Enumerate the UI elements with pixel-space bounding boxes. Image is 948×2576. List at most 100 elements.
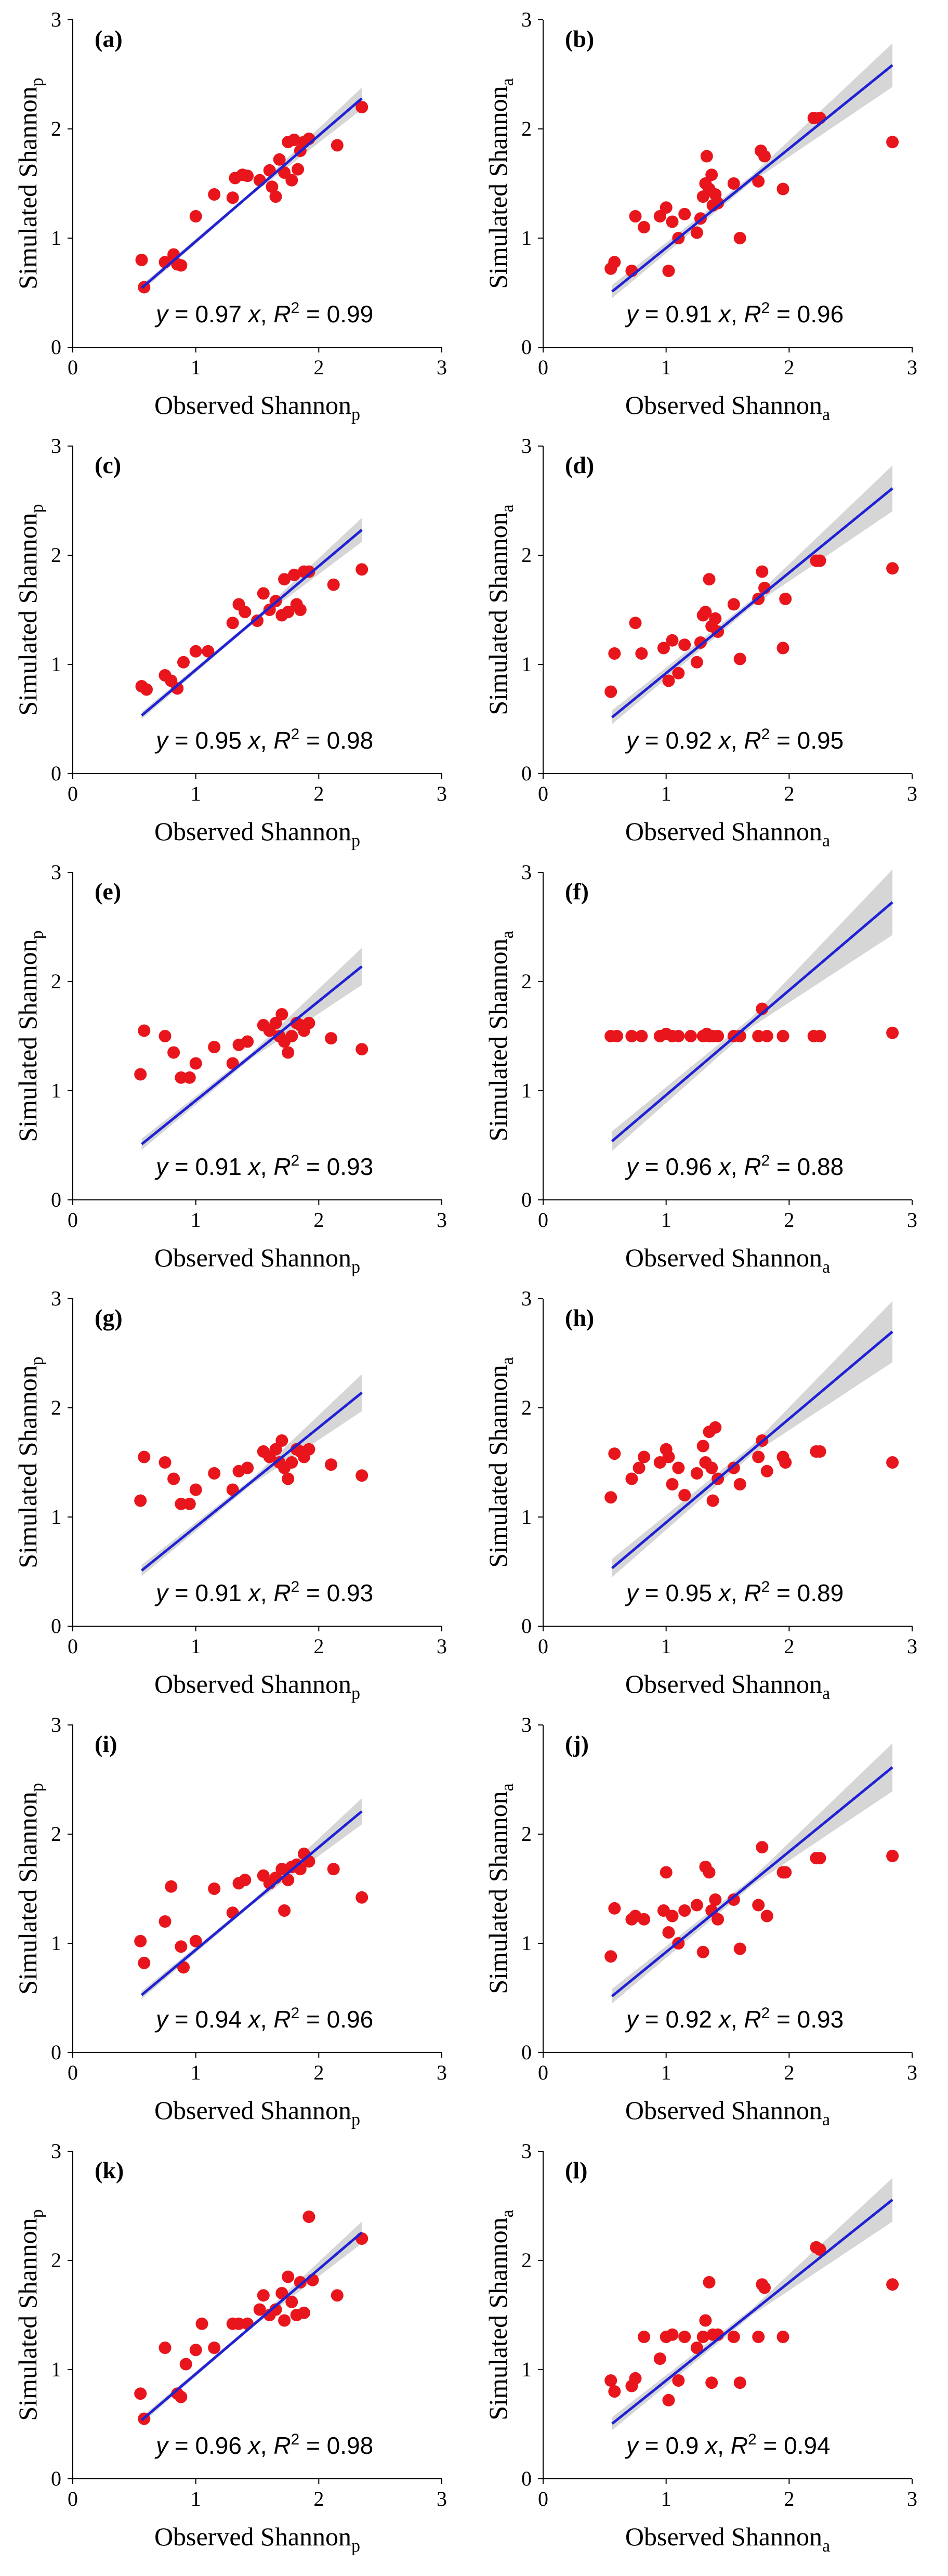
x-tick-label: 2 xyxy=(784,782,794,805)
y-tick-label: 3 xyxy=(51,8,61,31)
data-point xyxy=(282,606,295,619)
data-point xyxy=(886,1850,899,1862)
x-tick-label: 0 xyxy=(68,782,78,805)
confidence-band xyxy=(612,465,893,724)
data-point xyxy=(253,2303,266,2316)
data-point xyxy=(189,2344,202,2357)
data-point xyxy=(208,2342,221,2354)
slope-value: 0.92 xyxy=(665,727,712,754)
data-point xyxy=(134,1494,147,1507)
data-point xyxy=(756,1841,769,1854)
x-tick-label: 2 xyxy=(313,1208,324,1232)
data-point xyxy=(709,1893,722,1906)
data-point xyxy=(678,1904,691,1917)
x-tick-label: 3 xyxy=(907,782,917,805)
data-point xyxy=(331,139,344,152)
x-tick-label: 2 xyxy=(784,2061,794,2084)
data-point xyxy=(302,1443,315,1456)
y-axis-label: Simulated Shannonp xyxy=(13,77,47,289)
x-tick-label: 3 xyxy=(437,1634,447,1658)
data-point xyxy=(253,174,266,187)
y-axis-label: Simulated Shannona xyxy=(483,2209,517,2420)
data-point xyxy=(760,1030,773,1042)
data-point xyxy=(776,2331,789,2343)
regression-line xyxy=(140,529,363,717)
data-point xyxy=(608,256,621,269)
data-point xyxy=(638,1450,651,1463)
y-tick-label: 2 xyxy=(521,970,532,993)
data-point xyxy=(282,1046,295,1059)
y-tick-label: 1 xyxy=(521,226,532,250)
y-tick-label: 3 xyxy=(51,860,61,884)
data-point xyxy=(712,197,725,210)
data-point xyxy=(285,2295,298,2308)
x-tick-label: 1 xyxy=(661,782,672,805)
y-axis-label-text: Simulated Shannon xyxy=(483,938,512,1141)
x-tick-label: 2 xyxy=(784,1208,794,1232)
data-point xyxy=(752,2331,765,2343)
scatter-panel-i: 0 1 2 3 0 1 2 3 (i) y = 0.94 x, R2 = 0.96 Observed… xyxy=(13,1713,447,2129)
r2-value: 0.96 xyxy=(327,2006,374,2033)
data-point xyxy=(727,598,740,611)
scatter-panel-c: 0 1 2 3 0 1 2 3 (c) y = 0.95 x, R2 = 0.98 Observed… xyxy=(13,434,447,851)
x-tick-label: 1 xyxy=(191,782,201,805)
regression-line xyxy=(611,901,893,1143)
data-point xyxy=(241,169,254,182)
y-tick-label: 0 xyxy=(521,2041,532,2064)
data-point xyxy=(660,201,673,214)
y-tick-label: 0 xyxy=(521,335,532,359)
y-tick-label: 0 xyxy=(51,762,61,785)
y-tick-label: 1 xyxy=(51,2358,61,2381)
data-point xyxy=(694,636,707,649)
y-tick-label: 2 xyxy=(51,1396,61,1419)
y-tick-label: 3 xyxy=(51,2139,61,2163)
x-axis-label: Observed Shannonp xyxy=(154,1243,360,1277)
data-point xyxy=(629,617,642,630)
x-tick-label: 3 xyxy=(907,1634,917,1658)
data-point xyxy=(666,1910,679,1923)
y-axis-label-text: Simulated Shannon xyxy=(13,939,42,1142)
x-tick-label: 1 xyxy=(191,356,201,379)
y-axis-label-subscript: p xyxy=(28,77,47,86)
slope-value: 0.97 xyxy=(195,300,242,328)
y-axis-label-text: Simulated Shannon xyxy=(483,2217,512,2420)
data-point xyxy=(779,1866,792,1879)
data-point xyxy=(684,1030,697,1042)
regression-line xyxy=(140,965,363,1145)
y-axis-label: Simulated Shannonp xyxy=(13,930,47,1142)
data-point xyxy=(177,656,190,669)
data-point xyxy=(269,1016,282,1029)
y-axis-label: Simulated Shannona xyxy=(483,931,517,1141)
data-point xyxy=(672,666,685,679)
data-point xyxy=(666,2328,679,2341)
y-axis-label-text: Simulated Shannon xyxy=(483,1365,512,1567)
y-tick-label: 0 xyxy=(51,1614,61,1638)
y-axis-label: Simulated Shannona xyxy=(483,78,517,289)
y-axis-label-subscript: p xyxy=(28,930,47,939)
x-axis-label-text: Observed Shannon xyxy=(154,1243,351,1272)
data-point xyxy=(758,150,771,163)
slope-value: 0.95 xyxy=(195,727,242,754)
r2-value: 0.88 xyxy=(797,1153,844,1180)
y-axis-label-subscript: a xyxy=(498,931,517,938)
y-axis-label: Simulated Shannona xyxy=(483,504,517,715)
y-tick-label: 2 xyxy=(521,2248,532,2272)
y-tick-label: 3 xyxy=(51,434,61,457)
data-point xyxy=(633,1461,646,1474)
x-tick-label: 0 xyxy=(538,1208,548,1232)
scatter-panel-g: 0 1 2 3 0 1 2 3 (g) y = 0.91 x, R2 = 0.93 Observed… xyxy=(13,1287,447,1703)
panel-label: (b) xyxy=(565,25,594,52)
regression-line xyxy=(611,487,893,718)
x-axis-label: Observed Shannona xyxy=(625,1243,830,1277)
data-point xyxy=(625,1030,638,1042)
x-axis-label: Observed Shannonp xyxy=(154,390,360,424)
data-point xyxy=(712,1030,725,1042)
x-tick-label: 1 xyxy=(191,2061,201,2084)
data-point xyxy=(327,578,340,591)
data-point xyxy=(638,2331,651,2343)
x-tick-label: 0 xyxy=(68,2487,78,2510)
data-point xyxy=(705,2376,718,2389)
x-axis-label-subscript: a xyxy=(822,2110,830,2129)
x-tick-label: 0 xyxy=(538,1634,548,1658)
slope-value: 0.96 xyxy=(665,1153,712,1180)
